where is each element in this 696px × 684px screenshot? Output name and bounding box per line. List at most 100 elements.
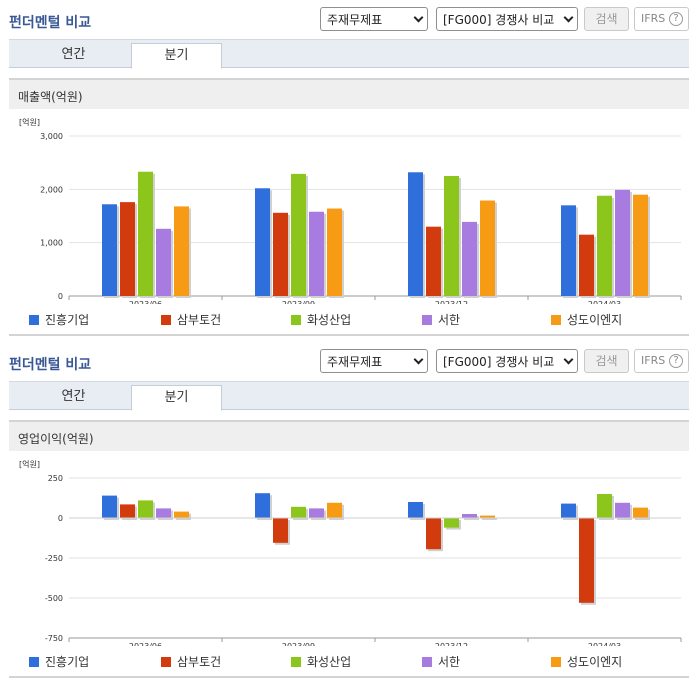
ifrs-label: IFRS: [641, 354, 666, 367]
bar[interactable]: [462, 514, 477, 518]
legend-label: 삼부토건: [177, 313, 222, 327]
legend-item[interactable]: 성도이엔지: [551, 654, 622, 670]
statement-type-value: 주재무제표: [327, 13, 383, 27]
legend-label: 삼부토건: [177, 655, 222, 669]
legend-item[interactable]: 성도이엔지: [551, 312, 622, 328]
bar[interactable]: [462, 221, 477, 296]
bar[interactable]: [579, 518, 594, 603]
chevron-down-icon: [563, 12, 574, 23]
bar[interactable]: [408, 502, 423, 518]
bar[interactable]: [597, 195, 612, 296]
y-tick-label: -750: [45, 634, 63, 643]
bar[interactable]: [138, 500, 153, 518]
search-button[interactable]: 검색: [584, 349, 629, 373]
legend-item[interactable]: 삼부토건: [161, 654, 221, 670]
legend-label: 성도이엔지: [567, 655, 623, 669]
legend-item[interactable]: 진흥기업: [29, 654, 89, 670]
x-tick-label: 2024/03: [588, 642, 621, 646]
y-tick-label: 1,000: [40, 239, 63, 248]
y-tick-label: 2,000: [40, 185, 63, 194]
bar[interactable]: [273, 518, 288, 543]
bar[interactable]: [426, 226, 441, 296]
legend-label: 진흥기업: [45, 655, 90, 669]
bar[interactable]: [426, 518, 441, 550]
legend-item[interactable]: 삼부토건: [161, 312, 221, 328]
help-icon[interactable]: ?: [669, 12, 683, 26]
legend-swatch: [551, 657, 561, 667]
divider: [9, 334, 689, 336]
bar[interactable]: [291, 506, 306, 518]
bar[interactable]: [309, 508, 324, 518]
statement-type-value: 주재무제표: [327, 355, 383, 369]
legend-item[interactable]: 서한: [422, 312, 460, 328]
panel-title: 펀더멘털 비교: [9, 357, 92, 373]
bar[interactable]: [408, 172, 423, 296]
divider: [9, 676, 689, 678]
bar[interactable]: [561, 503, 576, 518]
legend-item[interactable]: 진흥기업: [29, 312, 89, 328]
statement-type-select[interactable]: 주재무제표: [320, 7, 428, 31]
bar[interactable]: [255, 188, 270, 296]
x-tick-label: 2023/06: [129, 300, 162, 304]
bar[interactable]: [579, 234, 594, 296]
statement-type-select[interactable]: 주재무제표: [320, 349, 428, 373]
ifrs-label: IFRS: [641, 12, 666, 25]
bar[interactable]: [633, 194, 648, 296]
peer-compare-select[interactable]: [FG000] 경쟁사 비교: [436, 7, 578, 31]
bar[interactable]: [615, 502, 630, 518]
bar[interactable]: [309, 211, 324, 296]
y-unit-label: [억원]: [19, 459, 40, 469]
legend-swatch: [551, 315, 561, 325]
period-tabs: 연간 분기: [9, 39, 689, 69]
bar[interactable]: [480, 200, 495, 296]
legend-swatch: [422, 657, 432, 667]
bar[interactable]: [633, 507, 648, 518]
legend-swatch: [161, 657, 171, 667]
help-icon[interactable]: ?: [669, 354, 683, 368]
bar[interactable]: [444, 176, 459, 296]
tab-annual[interactable]: 연간: [61, 389, 86, 404]
bar[interactable]: [291, 173, 306, 296]
legend-swatch: [422, 315, 432, 325]
bar[interactable]: [156, 228, 171, 296]
bar[interactable]: [102, 495, 117, 518]
bar[interactable]: [561, 205, 576, 296]
panel-title: 펀더멘털 비교: [9, 15, 92, 31]
bar[interactable]: [156, 508, 171, 518]
bar[interactable]: [480, 515, 495, 518]
bar[interactable]: [138, 171, 153, 296]
bar[interactable]: [615, 189, 630, 296]
bar[interactable]: [102, 204, 117, 296]
legend-swatch: [29, 657, 39, 667]
bar[interactable]: [174, 511, 189, 518]
search-button[interactable]: 검색: [584, 7, 629, 31]
bar[interactable]: [444, 518, 459, 528]
legend-item[interactable]: 화성산업: [291, 312, 351, 328]
chevron-down-icon: [563, 354, 574, 365]
legend-item[interactable]: 서한: [422, 654, 460, 670]
operating-profit-bar-chart: [억원] -750 -500 -250 0 250 2023/06 2023/09 2023/1…: [19, 459, 682, 646]
legend-label: 서한: [438, 655, 461, 669]
legend-label: 성도이엔지: [567, 313, 623, 327]
chart-legend: 진흥기업 삼부토건 화성산업 서한 성도이엔지: [9, 312, 689, 330]
tab-annual[interactable]: 연간: [61, 47, 86, 62]
y-tick-label: 3,000: [40, 132, 63, 141]
bar[interactable]: [120, 202, 135, 296]
bar[interactable]: [597, 494, 612, 518]
fundamental-panel-revenue: 펀더멘털 비교 주재무제표 [FG000] 경쟁사 비교 검색 IFRS? 연간…: [9, 7, 689, 336]
bar[interactable]: [273, 212, 288, 296]
tab-quarterly[interactable]: 분기: [131, 43, 222, 69]
bar[interactable]: [327, 502, 342, 518]
peer-compare-value: [FG000] 경쟁사 비교: [443, 355, 555, 369]
ifrs-button[interactable]: IFRS?: [634, 349, 689, 373]
chevron-down-icon: [413, 12, 424, 23]
tab-quarterly[interactable]: 분기: [131, 385, 222, 411]
bar[interactable]: [174, 206, 189, 296]
bar[interactable]: [327, 208, 342, 296]
bar-shadow: [482, 517, 497, 520]
legend-item[interactable]: 화성산업: [291, 654, 351, 670]
bar[interactable]: [255, 493, 270, 518]
peer-compare-select[interactable]: [FG000] 경쟁사 비교: [436, 349, 578, 373]
ifrs-button[interactable]: IFRS?: [634, 7, 689, 31]
bar[interactable]: [120, 504, 135, 518]
